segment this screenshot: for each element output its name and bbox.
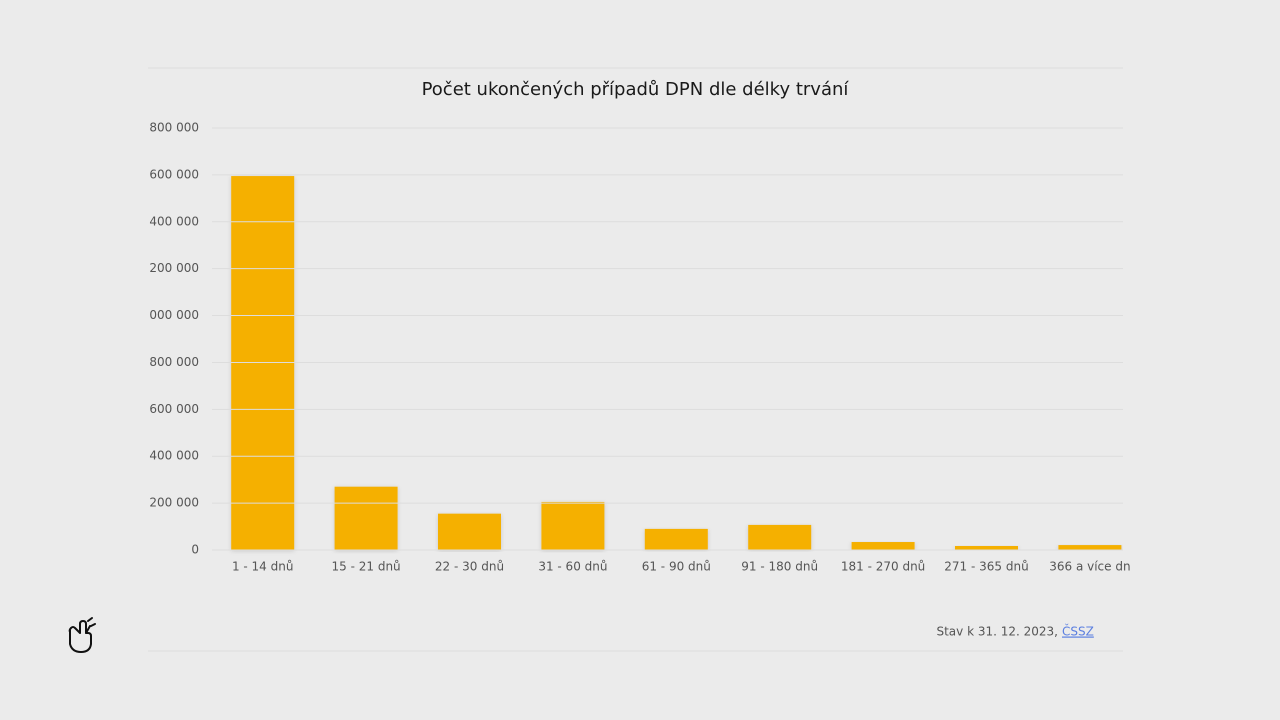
x-tick-label: 1 - 14 dnů [232,560,294,574]
y-tick-label: 600 000 [149,167,199,181]
source-note: Stav k 31. 12. 2023, [936,625,1058,639]
y-tick-label: 800 000 [149,355,199,369]
bar [748,524,812,550]
y-tick-label: 800 000 [149,121,199,135]
bar [231,176,295,551]
x-tick-label: 15 - 21 dnů [332,560,401,574]
y-tick-label: 400 000 [149,449,199,463]
bar [438,513,501,550]
bar [955,546,1018,550]
x-tick-label: 22 - 30 dnů [435,560,504,574]
y-tick-label: 600 000 [149,402,199,416]
x-tick-label: 91 - 180 dnů [741,560,818,574]
x-tick-label: 271 - 365 dnů [944,560,1028,574]
bar [1058,545,1122,550]
bar [334,486,398,550]
plot [231,176,1122,551]
source-link[interactable]: ČSSZ [1062,624,1094,639]
x-tick-label: 61 - 90 dnů [642,560,711,574]
y-tick-label: 400 000 [149,214,199,228]
x-tick-label: 31 - 60 dnů [538,560,607,574]
x-tick-label: 366 a více dn [1049,560,1130,574]
y-tick-label: 200 000 [149,496,199,510]
y-tick-label: 0 [191,543,199,557]
x-tick-label: 181 - 270 dnů [841,560,925,574]
y-tick-label: 200 000 [149,261,199,275]
bar [644,528,708,550]
chart-title: Počet ukončených případů DPN dle délky t… [422,79,850,100]
hand-icon[interactable] [68,617,96,653]
y-tick-label: 000 000 [149,308,199,322]
bar [541,501,605,550]
bar [851,542,915,550]
